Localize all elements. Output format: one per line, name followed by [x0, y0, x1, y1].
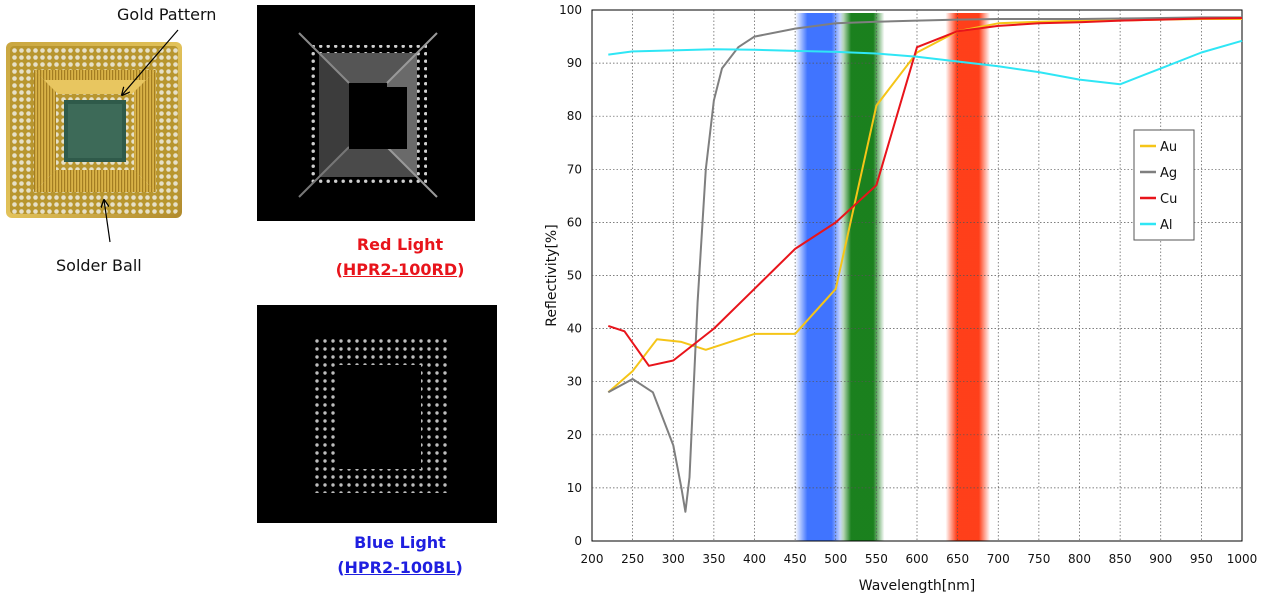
- bga-chip-photo: [6, 42, 182, 218]
- red-light-title: Red Light: [356, 235, 444, 254]
- x-tick-label-600: 600: [906, 552, 929, 566]
- gold-pattern-arrow: [122, 29, 179, 95]
- gold-pattern-label: Gold Pattern: [117, 5, 217, 24]
- y-tick-label-50: 50: [567, 269, 582, 283]
- x-tick-label-350: 350: [702, 552, 725, 566]
- legend-label-ag: Ag: [1160, 166, 1177, 181]
- reflectivity-chart: 200 250 300 350 400 450 500 550 600 650 700 750 800 8…: [544, 3, 1257, 594]
- x-tick-label-850: 850: [1109, 552, 1132, 566]
- callout-arrows: [0, 29, 179, 243]
- legend-label-cu: Cu: [1160, 192, 1177, 207]
- y-tick-label-70: 70: [567, 162, 582, 176]
- x-tick-label-200: 200: [581, 552, 604, 566]
- band-blue: [795, 13, 844, 541]
- x-tick-label-550: 550: [865, 552, 888, 566]
- y-tick-label-90: 90: [567, 56, 582, 70]
- x-axis-title: Wavelength[nm]: [859, 578, 975, 594]
- wavelength-bands: [795, 13, 990, 541]
- x-tick-label-400: 400: [743, 552, 766, 566]
- red-light-model-link[interactable]: HPR2-100RD: [342, 260, 458, 279]
- chart-series: [607, 16, 1243, 513]
- y-tick-label-10: 10: [567, 481, 582, 495]
- band-red: [945, 13, 990, 541]
- x-tick-label-800: 800: [1068, 552, 1091, 566]
- x-tick-label-750: 750: [1027, 552, 1050, 566]
- solder-ball-label: Solder Ball: [56, 256, 142, 275]
- blue-light-title: Blue Light: [354, 533, 446, 552]
- blue-light-caption: Blue Light (HPR2-100BL): [300, 530, 500, 580]
- chart-legend: Au Ag Cu Al: [1133, 129, 1195, 241]
- y-tick-label-60: 60: [567, 215, 582, 229]
- y-tick-label-100: 100: [559, 3, 582, 17]
- series-line-ag: [607, 16, 1242, 513]
- y-tick-label-40: 40: [567, 322, 582, 336]
- x-tick-label-900: 900: [1149, 552, 1172, 566]
- blue-light-model-link[interactable]: HPR2-100BL: [344, 558, 456, 577]
- chart-grid: [591, 9, 1243, 542]
- x-tick-label-450: 450: [784, 552, 807, 566]
- legend-label-al: Al: [1160, 218, 1173, 233]
- series-line-al: [608, 39, 1243, 86]
- x-tick-label-700: 700: [987, 552, 1010, 566]
- y-tick-label-80: 80: [567, 109, 582, 123]
- y-tick-label-30: 30: [567, 375, 582, 389]
- band-green: [839, 13, 885, 541]
- legend-label-au: Au: [1160, 140, 1177, 155]
- red-light-model-line: (HPR2-100RD): [335, 260, 465, 279]
- blue-light-model-line: (HPR2-100BL): [337, 558, 463, 577]
- red-light-caption: Red Light (HPR2-100RD): [300, 232, 500, 282]
- y-axis-title: Reflectivity[%]: [544, 224, 560, 326]
- red-light-inspection-image: [257, 5, 475, 221]
- x-tick-label-1000: 1000: [1227, 552, 1258, 566]
- x-tick-label-650: 650: [946, 552, 969, 566]
- y-tick-label-0: 0: [574, 534, 582, 548]
- y-tick-label-20: 20: [567, 428, 582, 442]
- chart-axes: 200 250 300 350 400 450 500 550 600 650 700 750 800 8…: [559, 3, 1257, 566]
- x-tick-label-250: 250: [621, 552, 644, 566]
- blue-light-inspection-image: [257, 305, 497, 523]
- x-tick-label-950: 950: [1190, 552, 1213, 566]
- x-tick-label-500: 500: [824, 552, 847, 566]
- legend-box: [1133, 129, 1195, 241]
- x-tick-label-300: 300: [662, 552, 685, 566]
- series-line-cu: [607, 17, 1243, 367]
- solder-ball-arrow: [104, 200, 111, 243]
